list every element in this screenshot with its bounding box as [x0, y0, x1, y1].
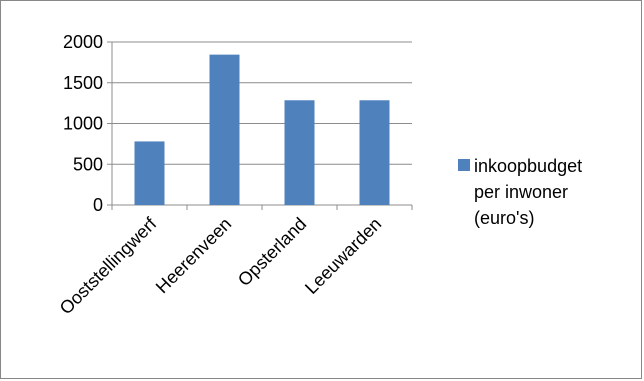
- y-tick-label-1: 500: [73, 154, 103, 174]
- bar-heerenveen: [209, 54, 240, 205]
- bar-leeuwarden: [359, 100, 390, 205]
- x-tick-label-0: Ooststellingwerf: [56, 213, 161, 318]
- legend-label-line-2: per inwoner: [474, 182, 568, 202]
- y-tick-labels: 0 500 1000 1500 2000: [63, 32, 103, 215]
- legend: inkoopbudget per inwoner (euro's): [458, 156, 582, 228]
- legend-swatch: [458, 159, 470, 171]
- x-tick-label-3: Leeuwarden: [301, 214, 385, 298]
- legend-label-line-1: inkoopbudget: [474, 156, 582, 176]
- y-tick-label-2: 1000: [63, 114, 103, 134]
- bar-ooststellingwerf: [134, 141, 165, 205]
- bars: [134, 54, 390, 205]
- x-tick-labels: OoststellingwerfHeerenveenOpsterlandLeeu…: [56, 213, 386, 318]
- y-tick-label-3: 1500: [63, 73, 103, 93]
- legend-label-line-3: (euro's): [474, 208, 534, 228]
- y-tick-label-4: 2000: [63, 32, 103, 52]
- x-tick-label-1: Heerenveen: [152, 214, 235, 297]
- bar-opsterland: [284, 100, 315, 205]
- y-tick-label-0: 0: [93, 195, 103, 215]
- x-tick-label-2: Opsterland: [234, 214, 310, 290]
